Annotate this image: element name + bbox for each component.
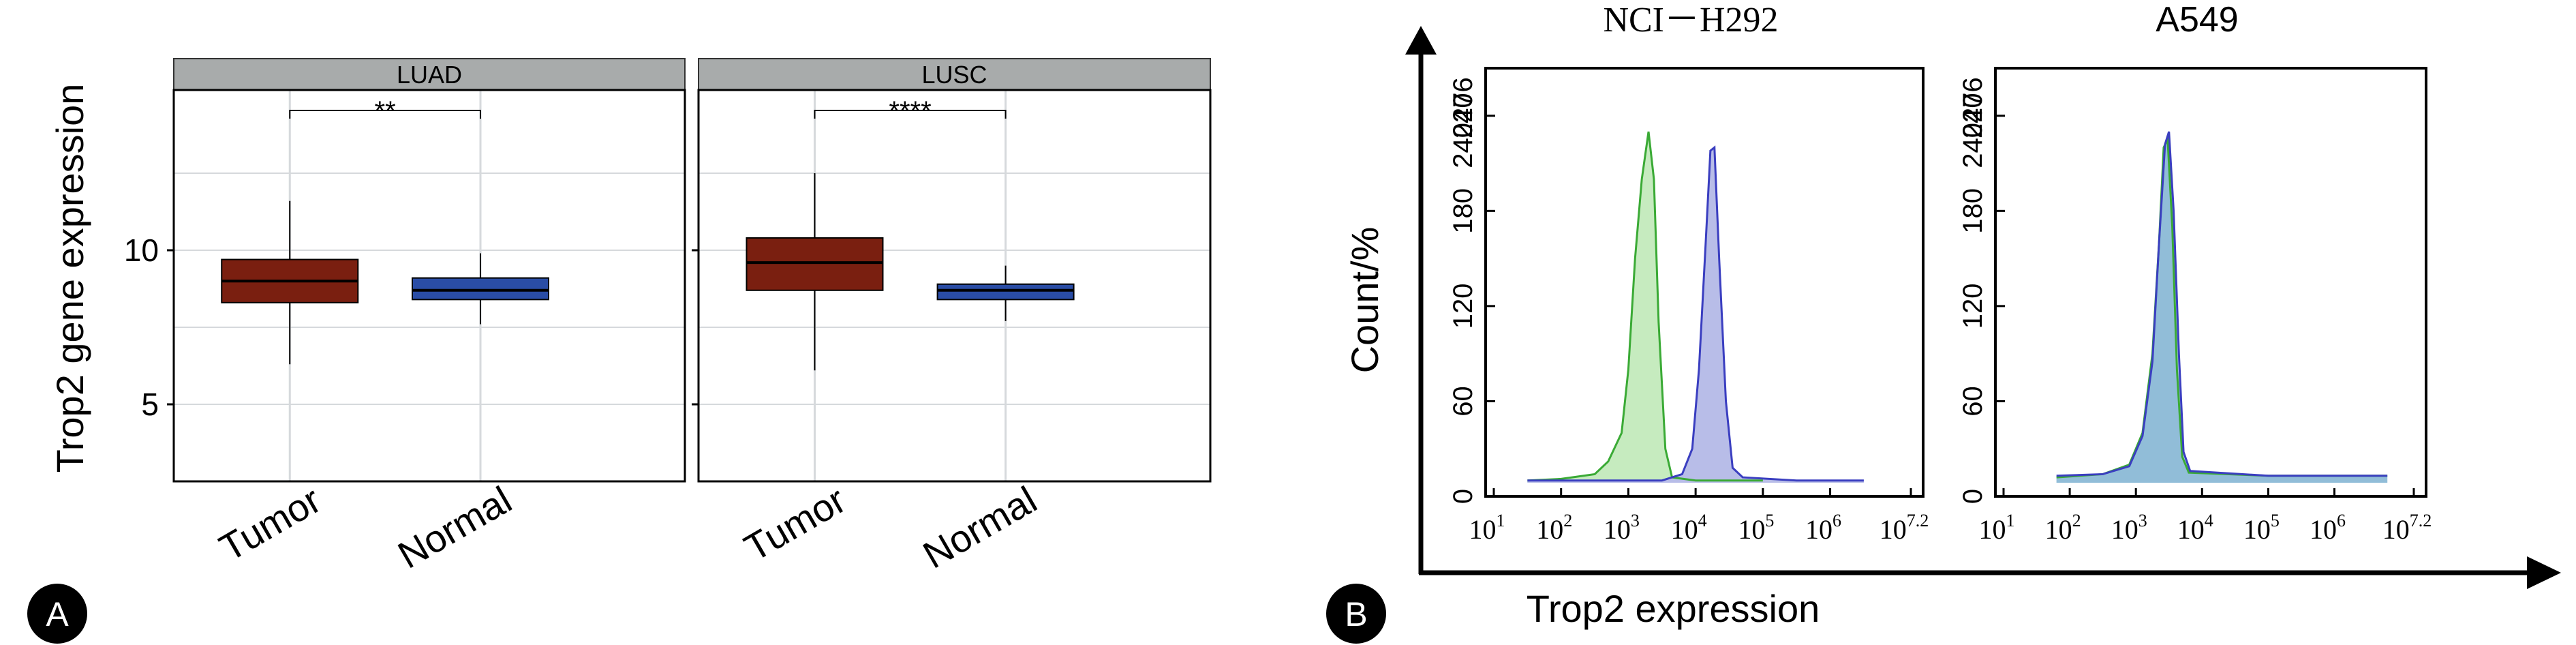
x-tick-exponent: 7.2	[2410, 511, 2432, 530]
x-tick-exponent: 1	[2006, 511, 2015, 530]
histogram-title: A549	[2156, 0, 2238, 40]
panel-a-ylabel: Trop2 gene expression	[48, 84, 91, 473]
facet-label: LUAD	[397, 61, 462, 89]
x-tick-label: 104	[2177, 511, 2213, 545]
y-tick-label: 5	[141, 387, 159, 422]
x-tick-label: 105	[2243, 511, 2280, 545]
x-tick-label: 104	[1671, 511, 1707, 545]
panel-a-boxplot: LUAD** 5 10 Tumor Normal LUSC **** Tumor Normal	[124, 58, 1212, 577]
x-tick-exponent: 5	[1765, 511, 1774, 530]
facet-frame	[697, 89, 1212, 483]
y-axis-arrowhead	[1405, 26, 1437, 55]
y-tick-label: 60	[1958, 386, 1988, 417]
x-tick-exponent: 6	[2337, 511, 2346, 530]
x-tick-label: 102	[1536, 511, 1572, 545]
x-tick-label: 106	[2310, 511, 2346, 545]
x-tick-label: 103	[1604, 511, 1640, 545]
significance-bracket	[289, 110, 481, 119]
box-tumor	[746, 237, 884, 291]
histogram-fill-control	[2056, 139, 2388, 483]
x-tick-label: 103	[2111, 511, 2147, 545]
histogram-fill-trop2	[2056, 132, 2388, 483]
x-tick-label: 102	[2045, 511, 2081, 545]
x-tick-exponent: 7.2	[1907, 511, 1929, 530]
x-tick-exponent: 4	[2205, 511, 2213, 530]
y-tick-label: 0	[1448, 489, 1478, 504]
histogram-line-trop2	[1527, 145, 1864, 482]
y-tick-label: 240	[1958, 93, 1988, 138]
x-tick-label: 107.2	[2382, 511, 2432, 545]
x-tick-exponent: 2	[2072, 511, 2081, 530]
x-tick-label: Normal	[390, 478, 519, 577]
x-tick-label: Normal	[916, 478, 1044, 577]
x-tick-exponent: 6	[1833, 511, 1841, 530]
x-tick-exponent: 3	[2138, 511, 2147, 530]
facet-strip	[698, 58, 1211, 91]
panel-b-badge-letter: B	[1345, 595, 1367, 633]
x-tick-exponent: 4	[1698, 511, 1707, 530]
x-tick-exponent: 1	[1497, 511, 1505, 530]
x-tick-exponent: 2	[1563, 511, 1572, 530]
histogram-title: NCI－H292	[1603, 1, 1778, 40]
histogram-fill-trop2	[1527, 147, 1864, 483]
facet-frame	[172, 89, 686, 483]
y-tick-label: 180	[1448, 188, 1478, 234]
significance-stars: **	[375, 96, 396, 126]
x-tick-label: 106	[1805, 511, 1841, 545]
histogram-frame	[1994, 67, 2427, 498]
significance-bracket	[814, 110, 1007, 119]
histogram-frame	[1484, 67, 1925, 498]
y-tick-label: 0	[1958, 489, 1988, 504]
histogram-fill-control	[1527, 132, 1763, 483]
facet-label: LUSC	[921, 61, 987, 89]
x-tick-exponent: 3	[1631, 511, 1640, 530]
x-tick-label: 105	[1738, 511, 1774, 545]
y-tick-label: 120	[1448, 284, 1478, 329]
histogram-line-control	[2056, 135, 2388, 479]
x-tick-label: Tumor	[737, 478, 853, 569]
panel-a-badge-letter: A	[46, 595, 69, 633]
y-tick-label: 60	[1448, 386, 1478, 417]
x-tick-exponent: 5	[2271, 511, 2280, 530]
y-tick-label: 180	[1958, 188, 1988, 234]
panel-b-xlabel: Trop2 expression	[1527, 587, 1820, 630]
significance-stars: ****	[889, 96, 931, 126]
panel-a-badge-circle	[27, 584, 87, 644]
panel-b-badge: B	[1326, 584, 1386, 644]
x-tick-label: Tumor	[212, 478, 328, 569]
panel-b-badge-circle	[1326, 584, 1386, 644]
x-tick-label: 101	[1469, 511, 1505, 545]
box-normal	[936, 283, 1075, 301]
y-tick-label: 120	[1958, 284, 1988, 329]
histogram-line-trop2	[2056, 131, 2388, 477]
x-tick-label: 101	[1979, 511, 2015, 545]
box-normal	[412, 277, 549, 301]
y-tick-label: 240	[1448, 93, 1478, 138]
y-tick-label: 10	[124, 232, 159, 268]
x-tick-label: 107.2	[1880, 511, 1929, 545]
panel-a-badge: A	[27, 584, 87, 644]
y-max-label: 240276	[1958, 77, 1988, 168]
facet-strip	[173, 58, 686, 91]
histogram-line-control	[1527, 131, 1763, 482]
x-axis-arrowhead	[2527, 556, 2561, 589]
y-max-label: 240276	[1448, 77, 1478, 168]
panel-b-ylabel: Count/%	[1343, 227, 1386, 374]
